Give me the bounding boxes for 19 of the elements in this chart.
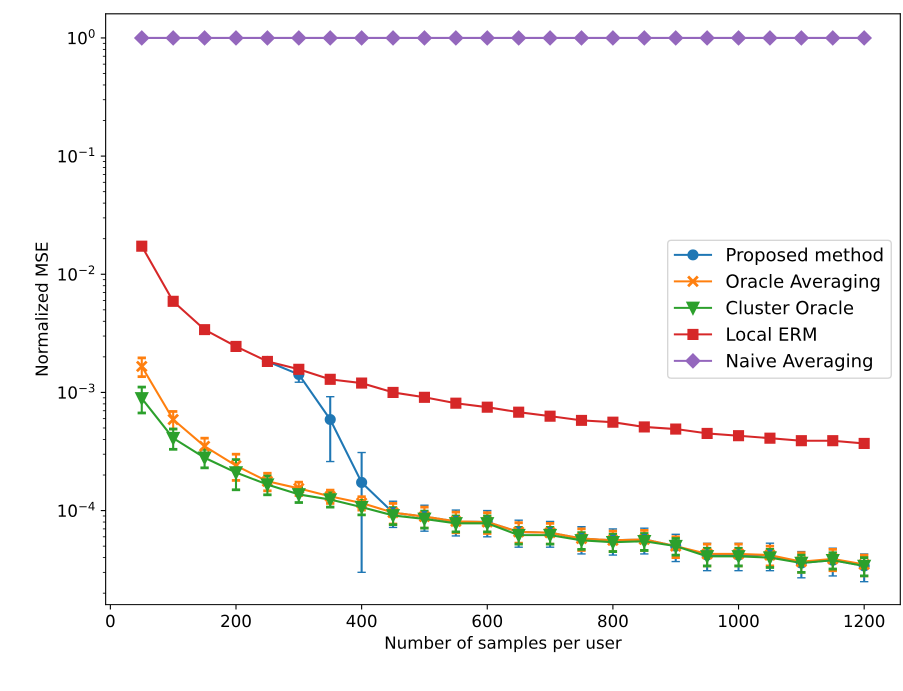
y-tick-label: 10$^{−2}$	[58, 265, 94, 281]
legend-label: Local ERM	[727, 326, 816, 341]
legend-label: Oracle Averaging	[726, 274, 880, 292]
x-tick-label: 0	[106, 614, 115, 628]
legend-label: Naive Averaging	[727, 353, 872, 371]
y-tick-label: 10$^{−1}$	[58, 147, 94, 163]
x-tick-label: 600	[472, 614, 502, 628]
x-axis-title: Number of samples per user	[386, 636, 622, 652]
y-tick-label: 10$^{0}$	[68, 29, 95, 44]
x-tick-label: 1200	[844, 614, 884, 628]
x-tick-label: 400	[346, 614, 376, 628]
x-tick-label: 800	[598, 614, 628, 628]
x-tick-label: 1000	[719, 614, 759, 628]
y-axis-title: Normalized MSE	[35, 242, 48, 376]
y-tick-label: 10$^{−4}$	[58, 502, 95, 518]
legend-label: Cluster Oracle	[726, 300, 854, 314]
x-tick-label: 200	[221, 614, 251, 628]
legend-label: Proposed method	[727, 247, 882, 265]
y-tick-label: 10$^{−3}$	[58, 384, 94, 399]
